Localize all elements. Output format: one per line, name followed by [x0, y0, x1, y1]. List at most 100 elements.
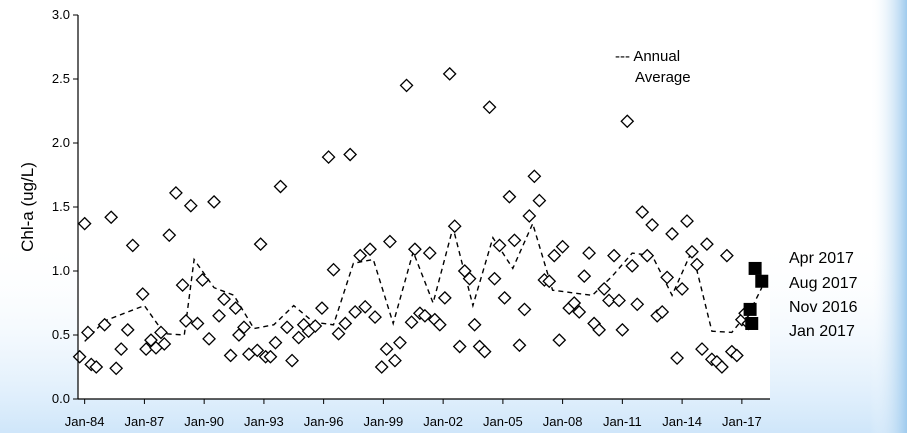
annual-average-series: [84, 221, 763, 342]
y-tick-label: 0.5: [52, 327, 70, 342]
data-point-diamond: [331, 326, 346, 341]
label-apr-2017: Apr 2017: [789, 250, 854, 267]
data-point-diamond: [447, 219, 462, 234]
data-point-diamond: [97, 317, 112, 332]
data-point-diamond: [640, 248, 655, 263]
annual-average-line: [84, 221, 763, 342]
data-point-diamond: [228, 301, 243, 316]
y-axis-title: Chl-a (ug/L): [18, 162, 37, 252]
data-point-diamond: [630, 297, 645, 312]
data-point-diamond: [572, 305, 587, 319]
x-tick-label: Jan-11: [603, 414, 642, 429]
data-point-diamond: [217, 292, 231, 307]
data-point-diamond: [522, 209, 537, 223]
legend-line-2: Average: [635, 69, 691, 86]
data-point-square: [748, 261, 762, 275]
x-tick-label: Jan-05: [483, 414, 523, 429]
y-tick-label: 2.5: [52, 71, 70, 86]
data-point-diamond: [502, 189, 517, 204]
data-point-diamond: [379, 342, 394, 356]
data-point-diamond: [175, 278, 190, 292]
data-point-diamond: [308, 319, 323, 333]
data-point-square: [745, 316, 759, 330]
data-point-diamond: [437, 290, 452, 305]
data-point-diamond: [135, 287, 150, 301]
data-point-square: [743, 302, 757, 316]
data-point-diamond: [527, 169, 542, 184]
data-point-diamond: [507, 233, 522, 248]
data-point-diamond: [338, 316, 353, 331]
data-point-diamond: [615, 322, 630, 337]
data-point-diamond: [343, 147, 358, 162]
label-nov-2016: Nov 2016: [789, 299, 858, 316]
data-point-diamond: [363, 242, 377, 257]
data-point-diamond: [315, 301, 329, 316]
data-point-diamond: [89, 360, 104, 374]
data-point-diamond: [467, 317, 482, 332]
x-tick-label: Jan-02: [423, 414, 463, 429]
data-point-diamond: [497, 290, 512, 305]
data-point-diamond: [635, 205, 650, 220]
data-point-diamond: [273, 179, 288, 194]
data-point-diamond: [655, 305, 670, 319]
data-point-diamond: [685, 244, 699, 259]
data-point-diamond: [263, 349, 278, 364]
data-point-diamond: [620, 114, 635, 129]
data-point-diamond: [418, 308, 432, 323]
data-point-diamond: [162, 228, 177, 243]
data-point-diamond: [383, 234, 397, 249]
data-point-diamond: [268, 335, 283, 350]
data-point-diamond: [612, 293, 626, 308]
data-point-diamond: [714, 360, 729, 374]
data-point-diamond: [207, 194, 221, 209]
data-point-diamond: [104, 210, 119, 225]
data-point-diamond: [190, 316, 205, 331]
legend: --- Annual Average: [615, 48, 691, 86]
recent-measurement-series: [743, 261, 769, 330]
data-point-diamond: [532, 193, 547, 208]
x-tick-label: Jan-99: [364, 414, 404, 429]
data-point-diamond: [625, 258, 640, 273]
measurement-series: [72, 66, 756, 376]
data-point-diamond: [77, 216, 92, 231]
data-point-diamond: [326, 262, 341, 277]
x-tick-label: Jan-90: [184, 414, 224, 429]
data-point-diamond: [407, 242, 422, 257]
x-axis-ticks: Jan-84 Jan-87 Jan-90 Jan-93 Jan-96 Jan-99 Jan-…: [65, 399, 762, 429]
data-point-diamond: [482, 100, 497, 115]
data-point-diamond: [374, 360, 389, 374]
y-axis-ticks: 0.0 0.5 1.0 1.5 2.0 2.5 3.0: [52, 7, 78, 406]
data-point-diamond: [542, 274, 557, 289]
data-point-diamond: [253, 237, 268, 252]
data-point-diamond: [291, 330, 306, 345]
data-point-diamond: [607, 248, 621, 263]
data-point-diamond: [169, 186, 183, 200]
data-point-diamond: [114, 342, 129, 356]
data-point-diamond: [399, 78, 414, 93]
data-point-diamond: [388, 353, 402, 368]
data-point-diamond: [547, 248, 562, 263]
data-point-diamond: [183, 198, 198, 213]
data-point-diamond: [645, 218, 660, 232]
x-tick-label: Jan-93: [244, 414, 284, 429]
data-point-diamond: [195, 273, 210, 287]
y-tick-label: 1.5: [52, 199, 70, 214]
data-point-diamond: [452, 339, 467, 354]
data-point-diamond: [719, 248, 734, 263]
x-tick-label: Jan-84: [65, 414, 105, 429]
data-point-diamond: [432, 317, 447, 332]
data-point-diamond: [223, 348, 238, 363]
data-point-diamond: [462, 271, 477, 286]
data-point-diamond: [660, 270, 675, 285]
data-point-diamond: [680, 214, 694, 228]
label-aug-2017: Aug 2017: [789, 275, 858, 292]
data-point-diamond: [109, 361, 124, 376]
data-point-diamond: [422, 246, 437, 260]
data-point-diamond: [212, 308, 226, 323]
data-point-diamond: [72, 349, 87, 364]
data-point-diamond: [552, 333, 567, 348]
x-tick-label: Jan-14: [662, 414, 702, 429]
data-point-diamond: [368, 310, 382, 324]
data-point-diamond: [512, 338, 527, 353]
